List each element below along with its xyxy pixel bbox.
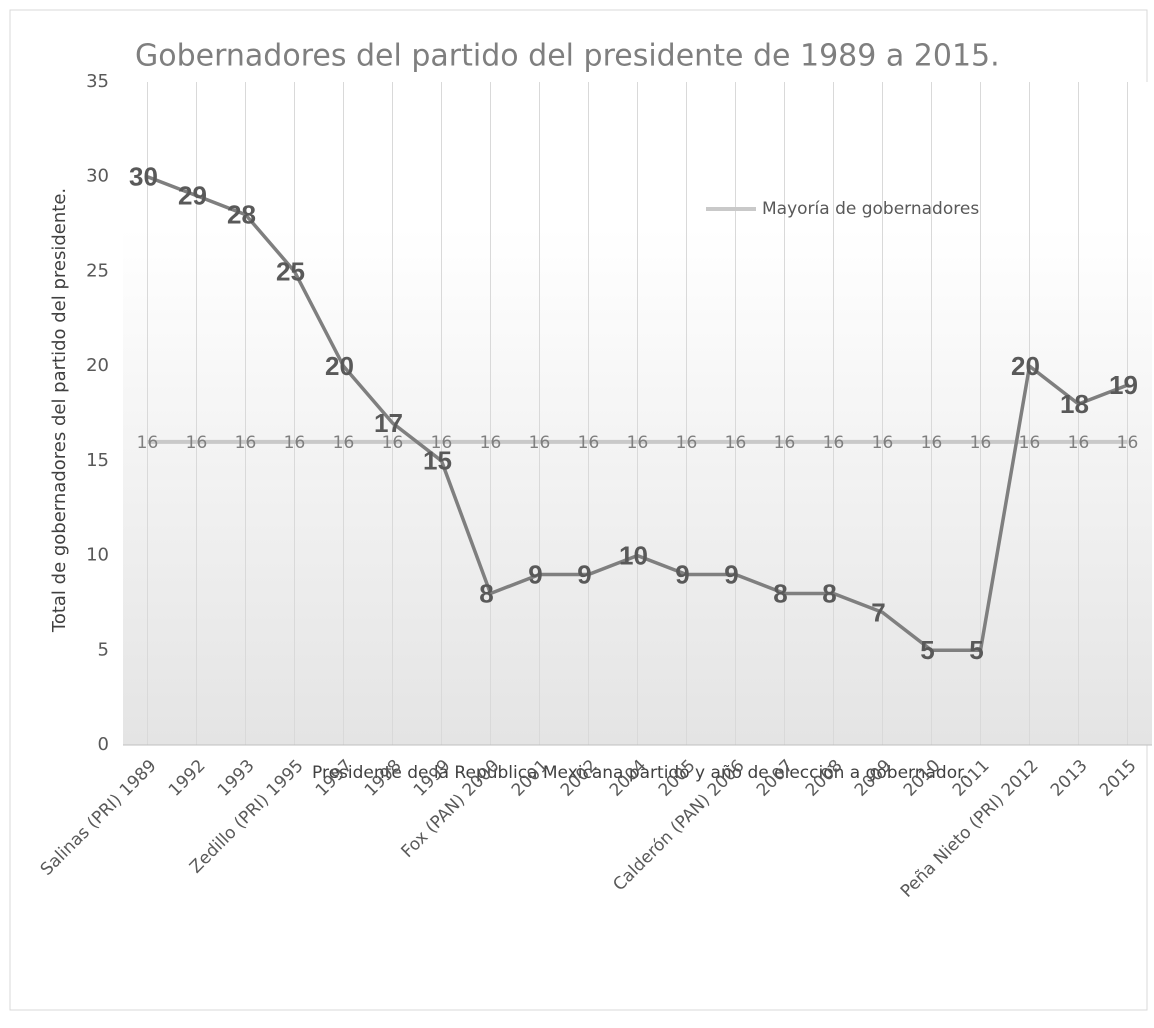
y-tick-label: 30	[86, 166, 109, 187]
data-label: 7	[871, 597, 885, 627]
data-label: 16	[529, 433, 551, 453]
data-label: 16	[1068, 433, 1090, 453]
data-label: 9	[528, 559, 542, 589]
data-label: 8	[773, 578, 787, 608]
data-label: 16	[872, 433, 894, 453]
data-label: 16	[627, 433, 649, 453]
data-label: 16	[235, 433, 257, 453]
data-label: 16	[970, 433, 992, 453]
legend-label: Mayoría de gobernadores	[762, 199, 979, 219]
data-label: 8	[822, 578, 836, 608]
data-label: 16	[725, 433, 747, 453]
y-tick-label: 20	[86, 355, 109, 376]
y-tick-label: 10	[86, 545, 109, 566]
line	[146, 175, 1129, 653]
y-tick-label: 35	[86, 71, 109, 92]
data-label: 16	[431, 433, 453, 453]
data-label: 16	[333, 433, 355, 453]
data-label: 8	[479, 578, 493, 608]
y-tick-label: 0	[98, 734, 109, 755]
data-label: 16	[823, 433, 845, 453]
data-label: 10	[619, 540, 648, 570]
data-label: 30	[129, 162, 158, 192]
data-label: 25	[276, 256, 305, 286]
data-label: 16	[676, 433, 698, 453]
data-label: 16	[137, 433, 159, 453]
data-label: 18	[1060, 389, 1089, 419]
data-label: 20	[1011, 351, 1040, 381]
data-label: 28	[227, 199, 256, 229]
data-label: 16	[1117, 433, 1139, 453]
y-tick-label: 5	[98, 639, 109, 660]
data-label: 16	[1019, 433, 1041, 453]
data-label: 20	[325, 351, 354, 381]
data-label: 5	[969, 635, 983, 665]
data-label: 16	[921, 433, 943, 453]
data-label: 5	[920, 635, 934, 665]
y-axis-title: Total de gobernadores del partido del pr…	[49, 188, 70, 633]
data-label: 16	[480, 433, 502, 453]
data-label: 16	[284, 433, 306, 453]
data-label: 16	[186, 433, 208, 453]
data-label: 9	[577, 559, 591, 589]
data-label: 16	[382, 433, 404, 453]
y-tick-label: 25	[86, 260, 109, 281]
data-label: 9	[675, 559, 689, 589]
data-label: 29	[178, 181, 207, 211]
x-axis-title: Presidente de la República Mexicana part…	[312, 763, 968, 783]
y-tick-label: 15	[86, 450, 109, 471]
data-label: 15	[423, 446, 452, 476]
data-label: 9	[724, 559, 738, 589]
data-label: 16	[578, 433, 600, 453]
data-label: 16	[774, 433, 796, 453]
chart-title: Gobernadores del partido del presidente …	[135, 39, 1000, 74]
data-label: 17	[374, 408, 403, 438]
data-label: 19	[1109, 370, 1138, 400]
